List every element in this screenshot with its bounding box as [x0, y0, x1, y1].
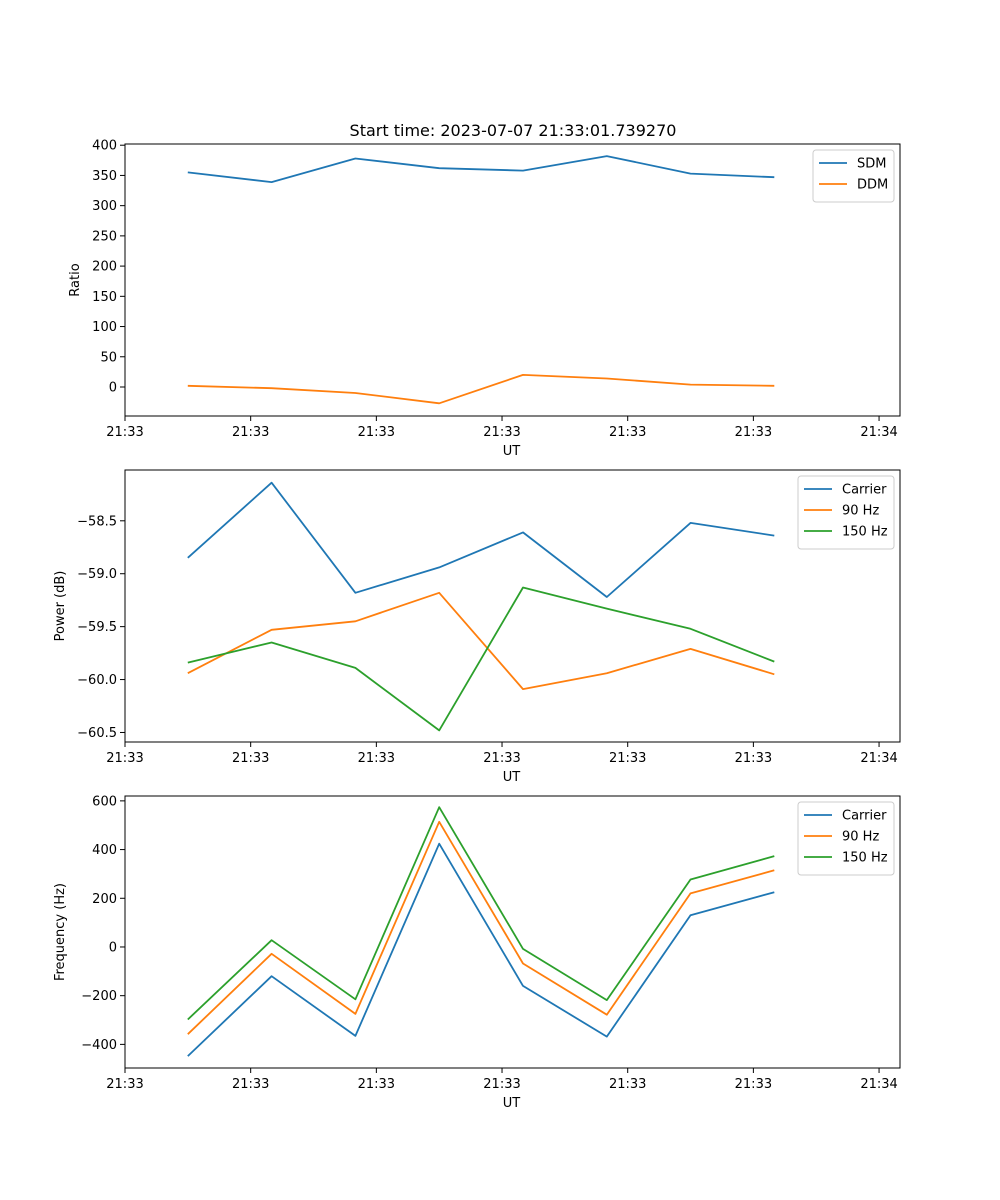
y-tick-label: −200: [81, 989, 117, 1004]
chart-title: Start time: 2023-07-07 21:33:01.739270: [350, 121, 677, 140]
series-line-3-3: [187, 806, 775, 1021]
y-tick-label: −59.5: [77, 620, 117, 635]
x-tick-label: 21:33: [358, 425, 395, 440]
series-line-3-2: [187, 820, 775, 1035]
y-tick-label: 400: [92, 139, 117, 154]
x-tick-label: 21:33: [609, 425, 646, 440]
chart-panel-3: 21:33 21:33 21:33 21:33 21:33 21:33 21:34 −400 −…: [53, 794, 901, 1111]
axes-frame: [124, 143, 901, 417]
x-tick-label: 21:33: [483, 1077, 520, 1092]
legend-label: DDM: [857, 178, 888, 193]
x-tick-label: 21:34: [860, 1077, 897, 1092]
x-tick-label: 21:33: [232, 751, 269, 766]
x-tick-label: 21:33: [735, 751, 772, 766]
legend-label: 150 Hz: [842, 525, 888, 540]
series-line-2-2: [187, 591, 775, 690]
y-tick-label: −59.0: [77, 567, 117, 582]
y-axis-label: Frequency (Hz): [53, 883, 68, 981]
x-tick-label: 21:33: [106, 751, 143, 766]
y-tick-label: −60.5: [77, 726, 117, 741]
y-tick-label: −60.0: [77, 673, 117, 688]
x-axis-label: UT: [503, 770, 521, 785]
chart-panel-1: 21:33 21:33 21:33 21:33 21:33 21:33 21:34 0 50 10…: [68, 139, 901, 459]
x-tick-label: 21:33: [609, 1077, 646, 1092]
legend-label: 150 Hz: [842, 851, 888, 866]
legend: Carrier 90 Hz 150 Hz: [797, 801, 895, 876]
y-tick-label: 250: [92, 229, 117, 244]
legend: Carrier 90 Hz 150 Hz: [797, 475, 895, 550]
y-tick-label: 200: [92, 260, 117, 275]
series-line-1-1: [187, 155, 775, 184]
x-axis-label: UT: [503, 444, 521, 459]
x-tick-label: 21:33: [358, 751, 395, 766]
x-tick-label: 21:34: [860, 425, 897, 440]
x-tick-label: 21:33: [735, 1077, 772, 1092]
series-line-1-2: [187, 373, 775, 405]
y-axis-label: Power (dB): [53, 571, 68, 642]
axes-frame: [124, 795, 901, 1069]
legend-label: SDM: [857, 157, 886, 172]
x-tick-label: 21:33: [735, 425, 772, 440]
series-line-3-1: [187, 842, 775, 1057]
x-tick-label: 21:33: [483, 425, 520, 440]
x-tick-label: 21:33: [358, 1077, 395, 1092]
x-tick-label: 21:33: [609, 751, 646, 766]
x-tick-label: 21:33: [483, 751, 520, 766]
chart-panel-2: 21:33 21:33 21:33 21:33 21:33 21:33 21:34 −60.5…: [53, 469, 901, 785]
legend-label: Carrier: [842, 809, 887, 824]
y-tick-label: 0: [109, 940, 117, 955]
x-tick-label: 21:33: [232, 1077, 269, 1092]
x-axis-label: UT: [503, 1096, 521, 1111]
x-tick-label: 21:33: [106, 1077, 143, 1092]
y-tick-label: 600: [92, 794, 117, 809]
y-tick-label: 150: [92, 290, 117, 305]
y-axis-label: Ratio: [68, 263, 83, 296]
x-tick-label: 21:33: [232, 425, 269, 440]
legend-label: 90 Hz: [842, 504, 879, 519]
legend-label: 90 Hz: [842, 830, 879, 845]
y-tick-label: 300: [92, 199, 117, 214]
axes-frame: [124, 469, 901, 743]
x-tick-label: 21:34: [860, 751, 897, 766]
series-line-2-3: [187, 586, 775, 732]
y-tick-label: −400: [81, 1038, 117, 1053]
legend-label: Carrier: [842, 483, 887, 498]
series-line-2-1: [187, 481, 775, 598]
y-tick-label: −58.5: [77, 514, 117, 529]
legend: SDM DDM: [812, 149, 895, 203]
y-tick-label: 200: [92, 892, 117, 907]
y-tick-label: 50: [100, 350, 117, 365]
y-tick-label: 400: [92, 843, 117, 858]
y-tick-label: 0: [109, 380, 117, 395]
y-tick-label: 100: [92, 320, 117, 335]
x-tick-label: 21:33: [106, 425, 143, 440]
y-tick-label: 350: [92, 169, 117, 184]
